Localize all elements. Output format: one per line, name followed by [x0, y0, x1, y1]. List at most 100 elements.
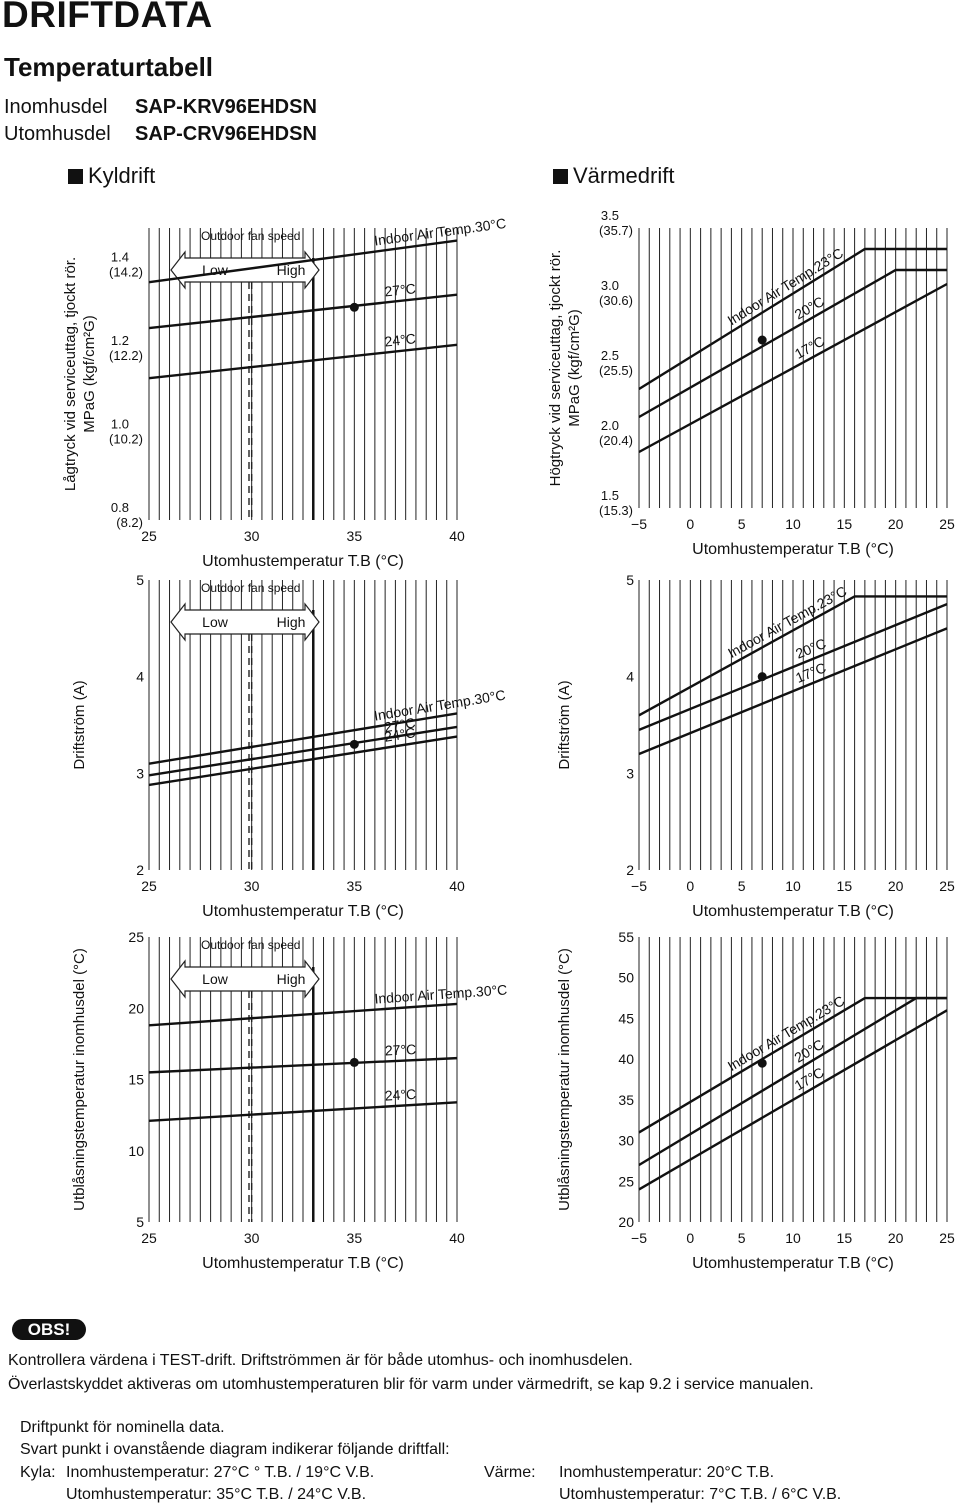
- x-tick-label: 40: [449, 878, 465, 894]
- y-tick-label: 35: [618, 1092, 634, 1108]
- kyla-label: Kyla:: [20, 1464, 56, 1481]
- x-tick-label: 0: [686, 516, 694, 532]
- series-line: [638, 627, 948, 756]
- cooling-section-heading: Kyldrift: [68, 163, 155, 189]
- y-tick-label: 2.0: [601, 418, 619, 433]
- series-line: [148, 1002, 458, 1027]
- x-tick-label: 40: [449, 528, 465, 544]
- x-axis-label: Utomhustemperatur T.B (°C): [692, 541, 894, 558]
- fan-speed-title: Outdoor fan speed: [201, 229, 300, 243]
- series-line: [638, 595, 947, 717]
- y-tick-label: (14.2): [109, 265, 143, 280]
- x-tick-label: 35: [347, 528, 363, 544]
- y-tick-label: 1.5: [601, 488, 619, 503]
- fan-speed-title: Outdoor fan speed: [201, 581, 300, 595]
- series-label: 24°C: [384, 330, 417, 349]
- note-line-4: Svart punkt i ovanstående diagram indike…: [20, 1441, 450, 1458]
- series-line: [638, 996, 947, 1167]
- y-tick-label: 1.4: [111, 250, 129, 265]
- x-tick-label: 40: [449, 1230, 465, 1246]
- y-tick-label: 5: [136, 1214, 144, 1230]
- y-axis-label: Driftström (A): [556, 680, 573, 769]
- series-label: 27°C: [384, 280, 417, 299]
- fan-high-label: High: [277, 614, 306, 630]
- chart-2: 3.5(35.7) 3.0(30.6) 2.5(25.5) 2.0(20.4) 1.5(…: [547, 208, 955, 558]
- y-tick-label: (35.7): [599, 223, 633, 238]
- y-tick-label: 3.5: [601, 208, 619, 223]
- x-tick-label: 30: [244, 528, 260, 544]
- operating-point-marker: [349, 302, 359, 312]
- fan-speed-arrow: [170, 602, 320, 642]
- y-axis-label: Högtryck vid serviceuttag, tjockt rör.: [547, 250, 564, 487]
- x-tick-label: 35: [347, 1230, 363, 1246]
- x-tick-label: 25: [141, 528, 157, 544]
- x-axis-label: Utomhustemperatur T.B (°C): [692, 903, 894, 920]
- series-label: Indoor Air Temp.23°C: [725, 583, 849, 661]
- series-label: Indoor Air Temp.23°C: [725, 992, 848, 1074]
- y-tick-label: 2: [626, 862, 634, 878]
- x-tick-label: 5: [738, 878, 746, 894]
- y-tick-label: 2: [136, 862, 144, 878]
- series-line: [148, 735, 458, 787]
- y-tick-label: (12.2): [109, 348, 143, 363]
- series-label: 20°C: [792, 293, 827, 322]
- y-tick-label: (15.3): [599, 503, 633, 518]
- obs-badge: OBS!: [12, 1319, 86, 1340]
- outdoor-unit-label: Utomhusdel: [4, 123, 111, 145]
- series-label: 17°C: [792, 333, 827, 362]
- y-tick-label: 10: [128, 1143, 144, 1159]
- x-tick-label: 25: [939, 516, 955, 532]
- x-axis-label: Utomhustemperatur T.B (°C): [692, 1255, 894, 1272]
- fan-high-label: High: [277, 971, 306, 987]
- chart-1: 1.4(14.2) 1.2(12.2) 1.0(10.2) 0.8(8.2)25 30 3…: [62, 215, 507, 570]
- kyla-indoor: Inomhustemperatur: 27°C ° T.B. / 19°C V.…: [66, 1464, 375, 1481]
- x-tick-label: 20: [888, 1230, 904, 1246]
- series-label: Indoor Air Temp.23°C: [725, 245, 846, 329]
- series-line: [638, 603, 948, 731]
- x-axis-label: Utomhustemperatur T.B (°C): [202, 903, 404, 920]
- y-tick-label: 4: [136, 669, 144, 685]
- fan-high-label: High: [277, 262, 306, 278]
- fan-low-label: Low: [202, 971, 229, 987]
- outdoor-unit-row: Utomhusdel SAP-CRV96EHDSN: [4, 123, 317, 146]
- series-label: 27°C: [385, 1041, 417, 1058]
- series-label: 20°C: [793, 635, 828, 662]
- y-tick-label: 3: [136, 765, 144, 781]
- indoor-unit-row: Inomhusdel SAP-KRV96EHDSN: [4, 96, 317, 119]
- heating-section-label: Värmedrift: [573, 163, 675, 188]
- series-label: 27°C: [383, 715, 416, 736]
- x-tick-label: −5: [631, 1230, 647, 1246]
- fan-speed-arrow: [170, 959, 320, 999]
- page-title: DRIFTDATA: [2, 0, 213, 35]
- y-tick-label: 2.5: [601, 348, 619, 363]
- y-tick-label: 40: [618, 1051, 634, 1067]
- series-line: [638, 282, 948, 454]
- x-axis-label: Utomhustemperatur T.B (°C): [202, 1255, 404, 1272]
- outdoor-unit-model: SAP-CRV96EHDSN: [135, 123, 317, 145]
- y-axis-label: Lågtryck vid serviceuttag, tjockt rör.: [62, 257, 79, 491]
- series-line: [148, 725, 458, 777]
- x-tick-label: 30: [244, 1230, 260, 1246]
- fan-low-label: Low: [202, 614, 229, 630]
- heating-section-heading: Värmedrift: [553, 163, 674, 189]
- y-tick-label: 15: [128, 1072, 144, 1088]
- x-tick-label: 5: [738, 516, 746, 532]
- y-axis-label: Utblåsningstemperatur inomhusdel (°C): [556, 948, 573, 1211]
- series-line: [148, 712, 458, 765]
- x-tick-label: 10: [785, 1230, 801, 1246]
- series-line: [148, 1101, 458, 1123]
- x-tick-label: 0: [686, 1230, 694, 1246]
- operating-point-marker: [757, 1058, 767, 1068]
- y-tick-label: (25.5): [599, 363, 633, 378]
- x-tick-label: 20: [888, 516, 904, 532]
- x-tick-label: 25: [141, 878, 157, 894]
- series-line: [638, 247, 947, 391]
- note-line-2: Överlastskyddet aktiveras om utomhustemp…: [8, 1376, 814, 1393]
- y-tick-label: 45: [618, 1010, 634, 1026]
- y-axis-label: Utblåsningstemperatur inomhusdel (°C): [71, 948, 88, 1211]
- y-tick-label: 1.0: [111, 417, 129, 432]
- square-bullet-icon: [553, 168, 568, 184]
